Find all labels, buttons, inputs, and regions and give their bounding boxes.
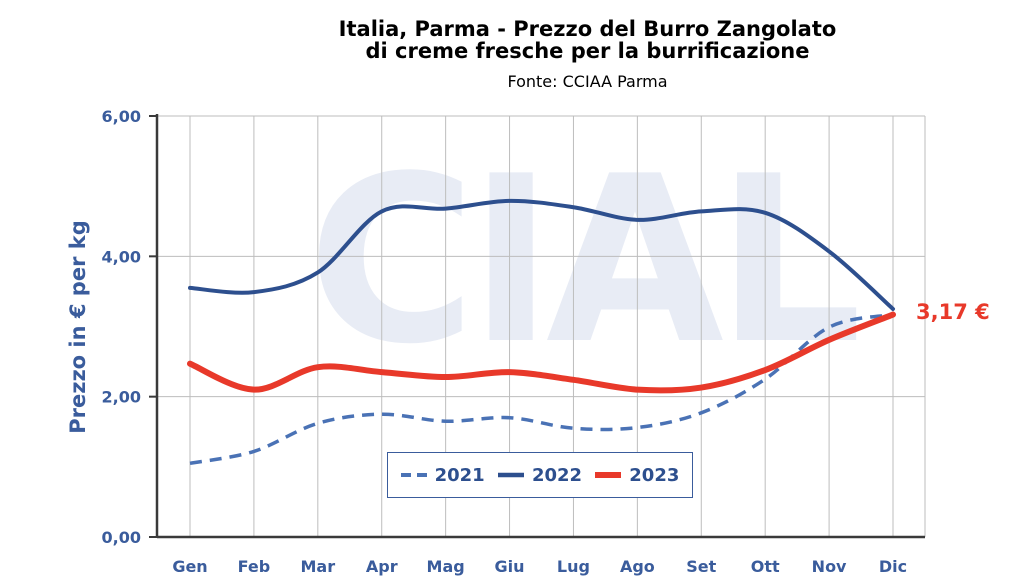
legend-swatch-2023 xyxy=(595,472,622,478)
y-tick-label: 2,00 xyxy=(102,388,141,407)
legend-swatch-2021 xyxy=(400,473,427,477)
x-tick-label: Lug xyxy=(557,557,590,576)
x-tick-label: Gen xyxy=(172,557,207,576)
x-tick-label: Set xyxy=(686,557,716,576)
legend-label-2022: 2022 xyxy=(531,464,583,486)
legend-item-2022: 2022 xyxy=(497,464,583,486)
legend-label-2021: 2021 xyxy=(434,464,485,486)
x-tick-label: Ago xyxy=(620,557,655,576)
chart-title: Italia, Parma - Prezzo del Burro Zangola… xyxy=(0,18,1024,62)
x-tick-label: Giu xyxy=(495,557,525,576)
y-tick-label: 0,00 xyxy=(102,528,141,547)
x-tick-label: Feb xyxy=(238,557,271,576)
x-tick-label: Dic xyxy=(879,557,907,576)
series-line-2021 xyxy=(189,312,894,466)
x-tick-label: Apr xyxy=(366,557,398,576)
chart-title-line-2: di creme fresche per la burrificazione xyxy=(365,39,810,63)
legend-item-2023: 2023 xyxy=(595,465,679,486)
last-value-annotation: 3,17 € xyxy=(916,300,990,324)
x-tick-label: Nov xyxy=(812,557,847,576)
series-line-2023 xyxy=(187,311,896,394)
x-tick-label: Mar xyxy=(301,557,336,576)
chart-title-line-1: Italia, Parma - Prezzo del Burro Zangola… xyxy=(338,17,837,41)
watermark: CIAL xyxy=(308,128,857,395)
y-tick-label: 6,00 xyxy=(102,107,141,126)
chart-legend: 2021 2022 2023 xyxy=(387,452,693,498)
series-line-2022 xyxy=(188,198,895,311)
legend-item-2021: 2021 xyxy=(400,464,485,486)
legend-swatch-2022 xyxy=(497,472,524,478)
legend-label-2023: 2023 xyxy=(629,464,680,486)
x-tick-label: Mag xyxy=(427,557,465,576)
chart-subtitle: Fonte: CCIAA Parma xyxy=(507,72,668,91)
y-tick-label: 4,00 xyxy=(102,247,141,266)
x-tick-label: Ott xyxy=(751,557,780,576)
